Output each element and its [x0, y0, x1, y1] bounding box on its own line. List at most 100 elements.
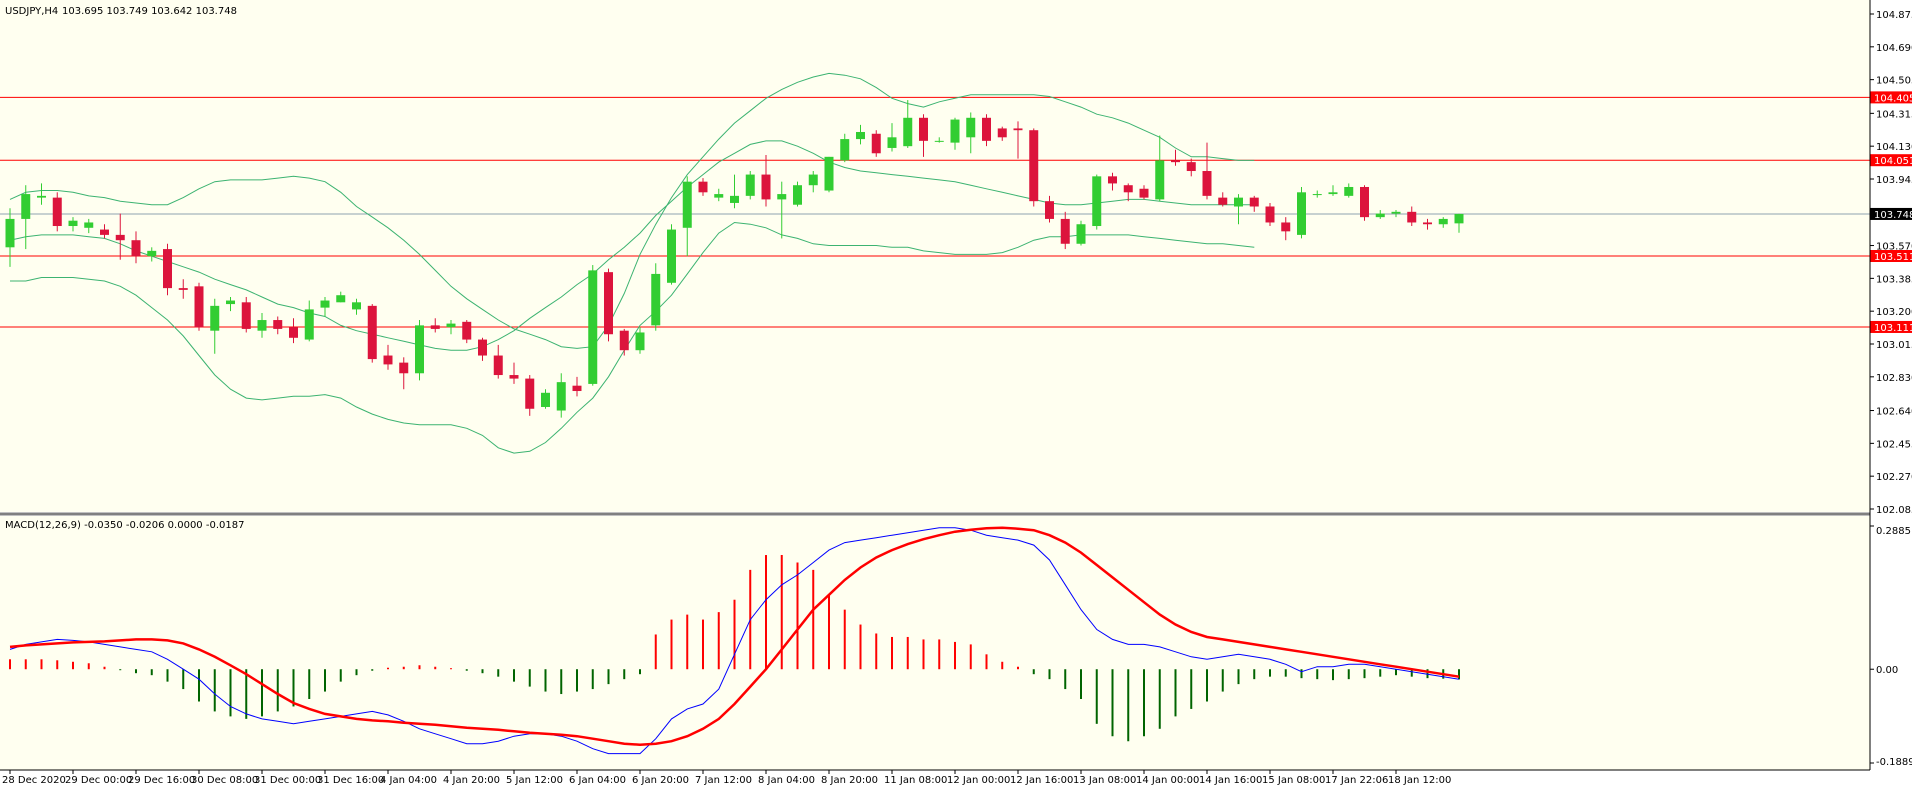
time-tick-label: 6 Jan 20:00 — [632, 775, 689, 786]
candle-body — [226, 300, 235, 305]
time-tick-label: 18 Jan 12:00 — [1388, 775, 1451, 786]
candle — [1076, 220, 1086, 246]
candle — [210, 298, 220, 354]
candle — [966, 112, 976, 154]
level-price-label: 104.051 — [1874, 156, 1912, 167]
candle — [1249, 195, 1259, 212]
candle — [997, 126, 1007, 141]
candle-body — [383, 355, 393, 365]
candle-body — [462, 321, 472, 340]
level-price-label: 103.511 — [1874, 252, 1912, 263]
time-tick-label: 30 Dec 08:00 — [191, 775, 258, 786]
candle — [714, 188, 724, 202]
candle — [1423, 218, 1432, 230]
candle-body — [100, 229, 109, 235]
candle — [635, 327, 645, 354]
candle-body — [336, 295, 346, 303]
candle-body — [604, 272, 613, 335]
time-tick-label: 31 Dec 00:00 — [254, 775, 321, 786]
candle — [194, 282, 204, 331]
candle — [604, 268, 613, 342]
candle — [1013, 121, 1023, 159]
current-price-tag — [1870, 207, 1912, 220]
candle — [1029, 128, 1039, 207]
candle-body — [84, 222, 94, 228]
price-tick-label: 103.385 — [1876, 274, 1912, 285]
candle — [619, 328, 629, 356]
candle-body — [1060, 218, 1070, 244]
candle-body — [934, 140, 944, 142]
candle-body — [1029, 130, 1039, 202]
candle-body — [1171, 160, 1180, 163]
candle-body — [1423, 222, 1432, 225]
candle-body — [1454, 213, 1464, 224]
price-tick-label: 103.200 — [1876, 307, 1912, 318]
candle — [178, 279, 188, 299]
candle — [163, 243, 172, 296]
candle — [415, 320, 424, 381]
candle-body — [698, 181, 708, 193]
candle — [808, 171, 818, 193]
candle-body — [1092, 176, 1102, 227]
symbol-label: USDJPY,H4 — [5, 6, 58, 17]
candle — [840, 133, 850, 163]
candle-body — [289, 327, 298, 338]
price-tick-label: 103.945 — [1876, 175, 1912, 186]
candle — [541, 389, 550, 409]
candle-body — [1328, 192, 1338, 195]
price-tick-label: 103.570 — [1876, 242, 1912, 253]
candle-body — [714, 194, 724, 198]
candle — [730, 174, 739, 209]
candle — [1407, 206, 1417, 227]
candle — [367, 304, 377, 363]
candle-body — [1076, 224, 1086, 244]
candle — [1265, 202, 1275, 227]
candle — [572, 376, 582, 397]
candle — [982, 114, 991, 147]
ohlc-label: 103.695 103.749 103.642 103.748 — [62, 6, 237, 17]
candle-body — [1249, 197, 1259, 207]
candle-body — [131, 240, 141, 257]
price-tick-label: 102.085 — [1876, 505, 1912, 516]
price-tick-label: 102.830 — [1876, 373, 1912, 384]
candle — [777, 181, 787, 239]
candle — [399, 357, 409, 390]
level-price-label: 104.405 — [1874, 93, 1912, 104]
candle-body — [856, 131, 865, 140]
candle — [698, 178, 708, 196]
candle — [651, 263, 661, 331]
candle — [5, 208, 15, 267]
bollinger-lower-line — [10, 221, 1255, 454]
price-tick-label: 102.640 — [1876, 407, 1912, 418]
candle — [682, 176, 692, 257]
candle-body — [1312, 194, 1322, 196]
candle — [383, 344, 393, 370]
price-axis-bg — [1870, 0, 1912, 790]
candle — [509, 362, 519, 384]
candle-body — [808, 174, 818, 186]
time-tick-label: 31 Dec 16:00 — [317, 775, 384, 786]
price-tick-label: 104.130 — [1876, 142, 1912, 153]
candle-body — [556, 382, 566, 411]
level-price-tag — [1870, 320, 1912, 333]
candle — [1171, 149, 1180, 166]
candle-body — [52, 197, 62, 227]
candle-body — [68, 220, 78, 227]
candle — [919, 114, 928, 157]
candle — [745, 171, 755, 200]
candle-body — [241, 302, 251, 329]
candle-body — [1375, 213, 1385, 218]
candle — [226, 296, 235, 312]
candle-body — [619, 330, 629, 351]
candle-body — [210, 305, 220, 331]
candle-body — [430, 325, 440, 329]
candle-body — [1407, 211, 1417, 223]
price-tick-label: 103.015 — [1876, 340, 1912, 351]
time-tick-label: 12 Jan 16:00 — [1010, 775, 1073, 786]
candle-body — [793, 185, 802, 205]
candle — [493, 344, 503, 379]
candle-body — [1281, 222, 1291, 232]
candle — [1234, 194, 1243, 225]
candle — [1202, 142, 1212, 200]
time-tick-label: 15 Jan 08:00 — [1262, 775, 1325, 786]
